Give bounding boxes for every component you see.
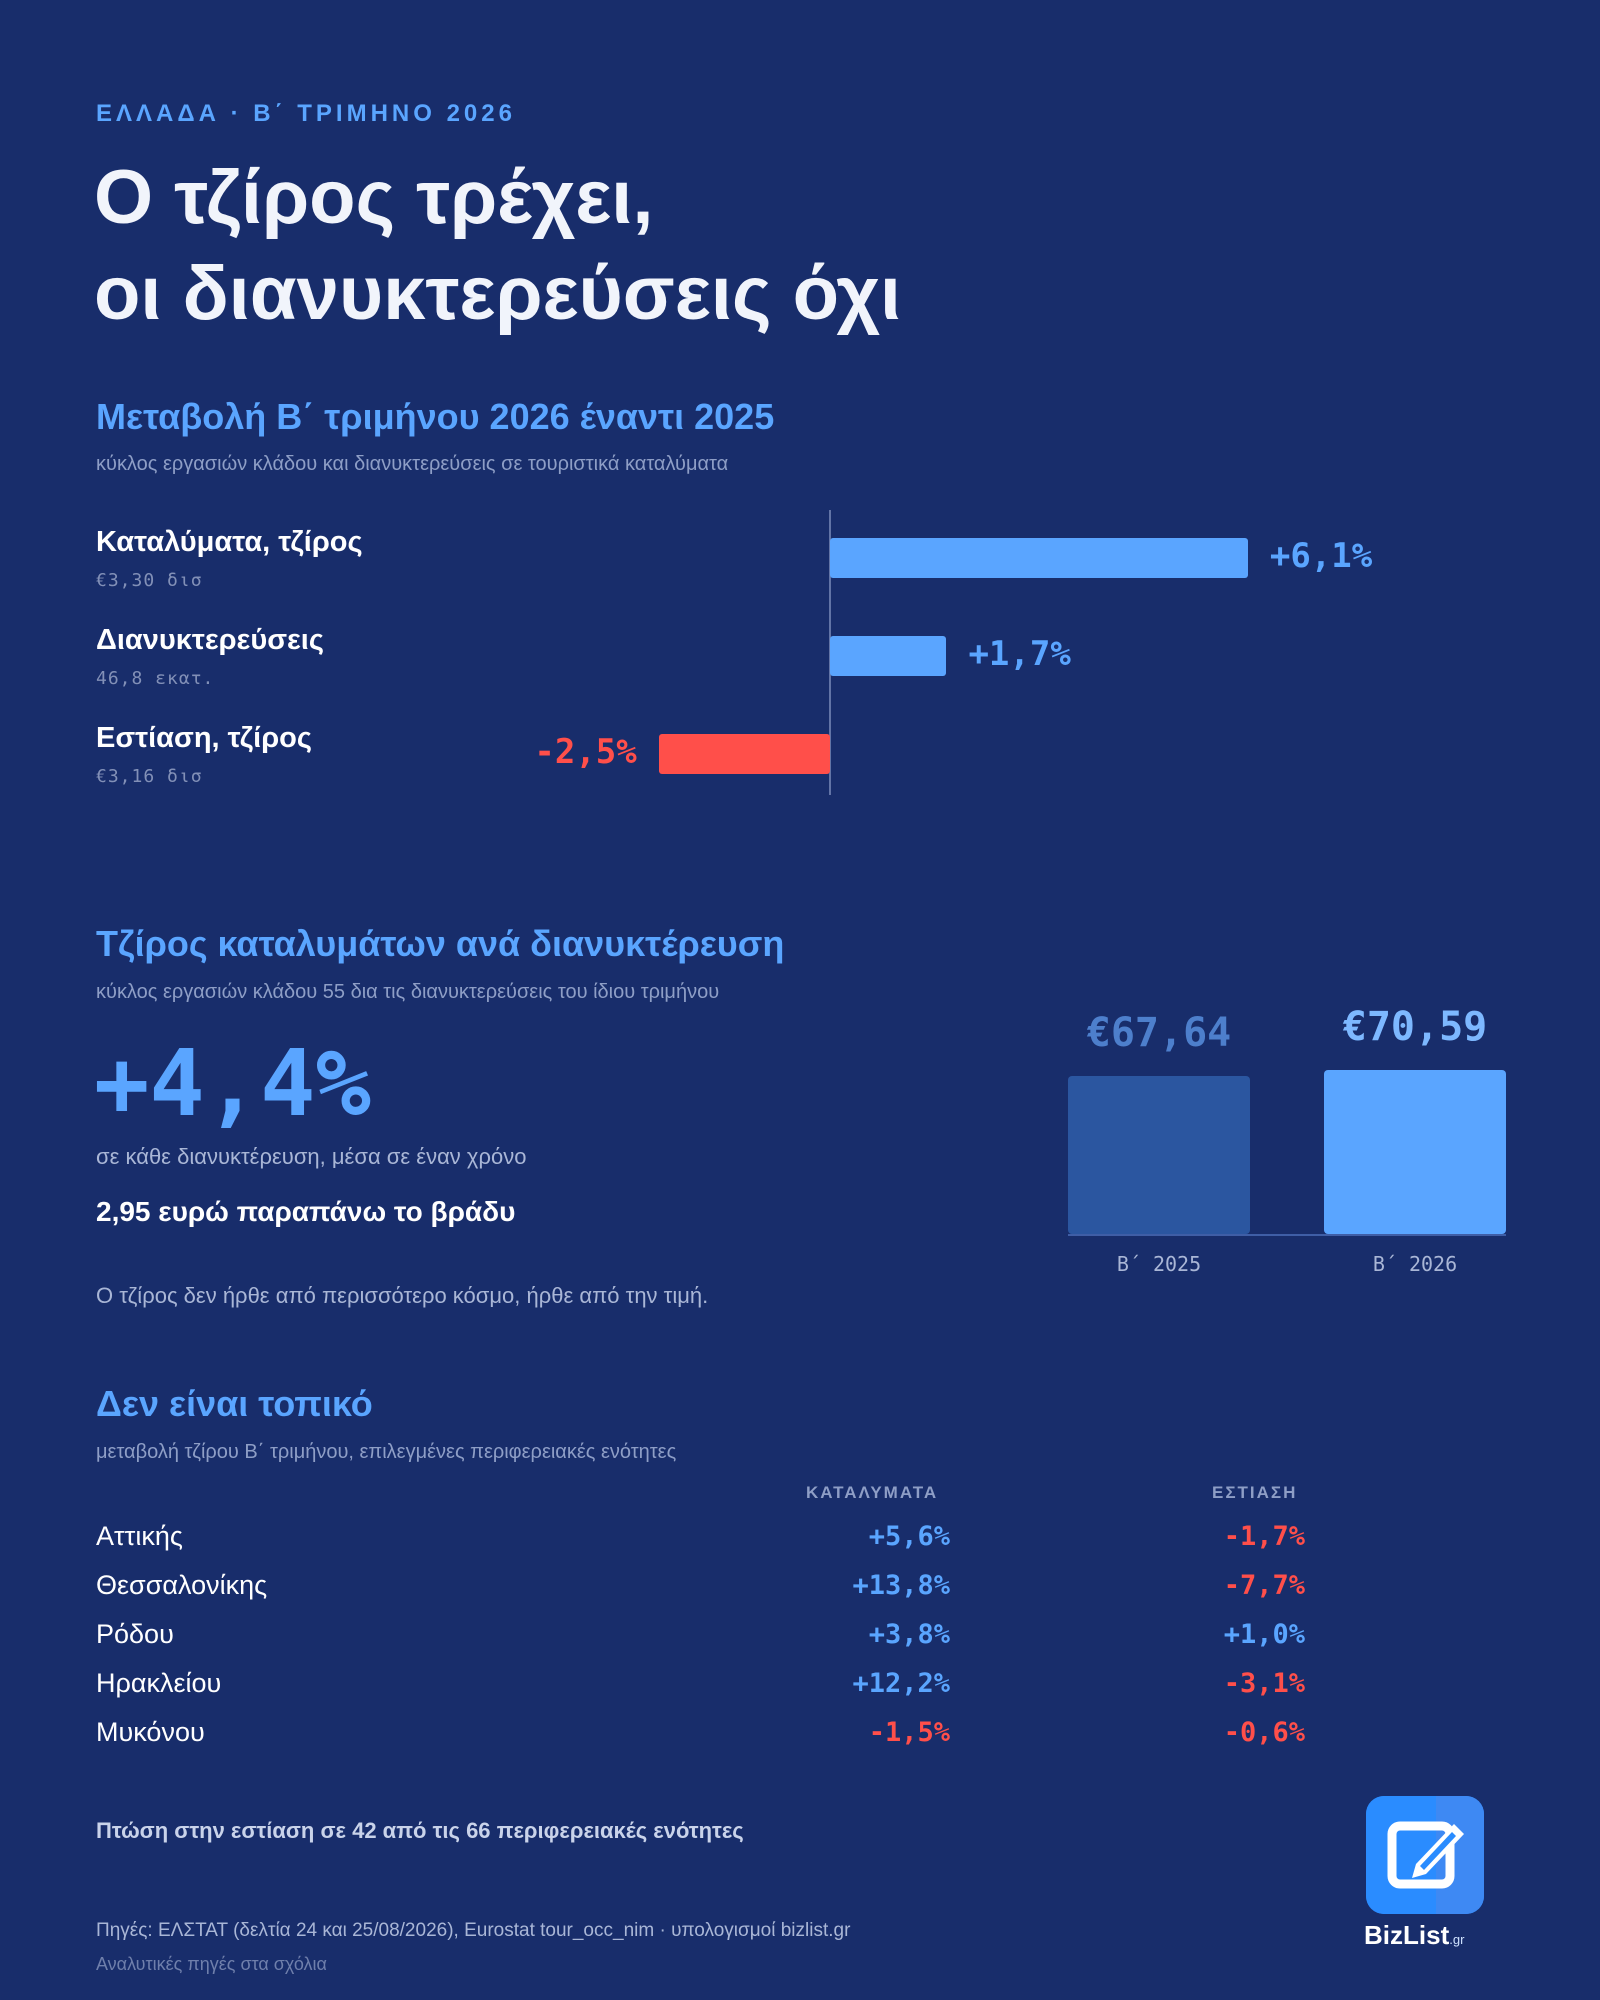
logo-word: BizList — [1364, 1920, 1450, 1950]
page-title: Ο τζίρος τρέχει, οι διανυκτερεύσεις όχι — [94, 150, 901, 342]
bar-value-q2-2026: €70,59 — [1342, 1003, 1488, 1050]
source-note: Αναλυτικές πηγές στα σχόλια — [96, 1954, 327, 1974]
table-cell-food: -7,7% — [1223, 1570, 1305, 1601]
bar-label-overnights: +1,7% — [968, 634, 1071, 674]
section3-title: Δεν είναι τοπικό — [96, 1383, 373, 1424]
logo-suffix: .gr — [1449, 1932, 1465, 1947]
bar-food — [658, 734, 830, 774]
table-row-name: Ρόδου — [96, 1619, 174, 1649]
table-cell-accommodation: +5,6% — [868, 1521, 950, 1552]
table-row-name: Μυκόνου — [96, 1717, 205, 1747]
bar-overnights — [830, 636, 947, 676]
bar-label-food: -2,5% — [534, 732, 637, 772]
logo-mark — [1366, 1796, 1484, 1914]
edit-square-icon — [1366, 1796, 1484, 1914]
tick-label-q2-2026: Β΄ 2026 — [1372, 1252, 1458, 1276]
row-label-overnights: Διανυκτερεύσεις — [96, 624, 324, 656]
table-cell-accommodation: -1,5% — [868, 1717, 950, 1748]
bar-q2-2025 — [1068, 1076, 1250, 1234]
title-line-2: οι διανυκτερεύσεις όχι — [94, 251, 902, 336]
row-label-accommodation: Καταλύματα, τζίρος — [96, 526, 363, 558]
big-value-caption: σε κάθε διανυκτέρευση, μέσα σε έναν χρόν… — [96, 1144, 527, 1169]
row-note-accommodation: €3,30 δισ — [96, 570, 203, 591]
row-note-overnights: 46,8 εκατ. — [96, 668, 215, 689]
tick-label-q2-2025: Β΄ 2025 — [1116, 1252, 1202, 1276]
table-row-name: Θεσσαλονίκης — [96, 1570, 268, 1600]
row-label-food: Εστίαση, τζίρος — [96, 722, 312, 754]
footnote: Πτώση στην εστίαση σε 42 από τις 66 περι… — [96, 1818, 744, 1843]
highlight-text: 2,95 ευρώ παραπάνω το βράδυ — [96, 1196, 516, 1227]
section2-note: Ο τζίρος δεν ήρθε από περισσότερο κόσμο,… — [96, 1283, 709, 1308]
title-line-1: Ο τζίρος τρέχει, — [94, 155, 654, 240]
table-cell-food: -3,1% — [1223, 1668, 1305, 1699]
table-cell-accommodation: +12,2% — [852, 1668, 950, 1699]
logo-text: BizList.gr — [1364, 1920, 1464, 1951]
section2-subtitle: κύκλος εργασιών κλάδου 55 δια τις διανυκ… — [96, 981, 720, 1003]
section1-subtitle: κύκλος εργασιών κλάδου και διανυκτερεύσε… — [96, 453, 729, 475]
eyebrow: ΕΛΛΑΔΑ · Β΄ ΤΡΙΜΗΝΟ 2026 — [96, 100, 516, 127]
table-cell-accommodation: +3,8% — [868, 1619, 950, 1650]
table-cell-accommodation: +13,8% — [852, 1570, 950, 1601]
table-row-name: Ηρακλείου — [96, 1668, 222, 1698]
table-cell-food: -1,7% — [1223, 1521, 1305, 1552]
section3-subtitle: μεταβολή τζίρου Β΄ τριμήνου, επιλεγμένες… — [96, 1441, 677, 1463]
column-header-food: ΕΣΤΙΑΣΗ — [1212, 1483, 1298, 1502]
bar-accommodation — [830, 538, 1248, 578]
section2-title: Τζίρος καταλυμάτων ανά διανυκτέρευση — [96, 923, 785, 964]
table-row-name: Αττικής — [96, 1521, 183, 1551]
table-cell-food: -0,6% — [1223, 1717, 1305, 1748]
row-note-food: €3,16 δισ — [96, 766, 203, 787]
section1-title: Μεταβολή Β΄ τριμήνου 2026 έναντι 2025 — [96, 396, 775, 437]
source-line: Πηγές: ΕΛΣΤΑΤ (δελτία 24 και 25/08/2026)… — [96, 1920, 851, 1941]
column-header-accommodation: ΚΑΤΑΛΥΜΑΤΑ — [806, 1483, 939, 1502]
bar-q2-2026 — [1324, 1069, 1506, 1234]
column-baseline — [1068, 1234, 1506, 1236]
table-cell-food: +1,0% — [1223, 1619, 1305, 1650]
big-percent-value: +4,4% — [94, 1030, 371, 1137]
bar-label-accommodation: +6,1% — [1269, 536, 1373, 576]
bar-value-q2-2025: €67,64 — [1086, 1010, 1232, 1057]
